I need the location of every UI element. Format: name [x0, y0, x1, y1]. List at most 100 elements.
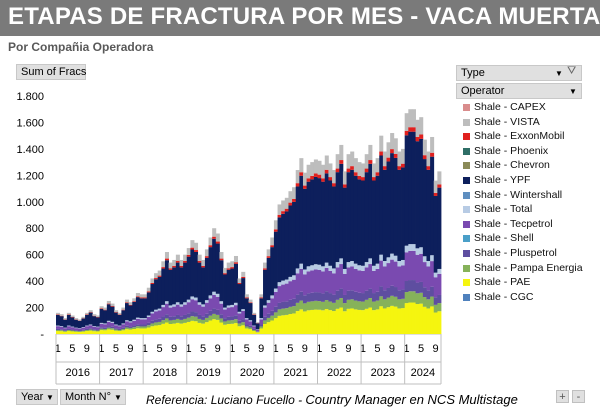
- bar-segment: [95, 315, 100, 317]
- bar-segment: [241, 271, 246, 277]
- bar-segment: [114, 310, 119, 313]
- bar-segment: [419, 117, 424, 135]
- bar-segment: [154, 322, 159, 326]
- bar-segment: [150, 284, 155, 312]
- bar-segment: [197, 304, 202, 315]
- bar-segment: [226, 307, 231, 317]
- bar-segment: [339, 264, 344, 289]
- bar-segment: [350, 299, 355, 309]
- bar-segment: [215, 293, 220, 297]
- bar-segment: [66, 314, 71, 326]
- bar-segment: [379, 286, 384, 297]
- bar-segment: [88, 329, 93, 331]
- bar-segment: [168, 320, 173, 324]
- bar-segment: [266, 257, 271, 301]
- bar-segment: [154, 278, 159, 280]
- bar-segment: [186, 256, 191, 300]
- bar-segment: [117, 331, 122, 334]
- bar-segment: [219, 303, 224, 315]
- bar-segment: [95, 329, 100, 331]
- bar-segment: [350, 261, 355, 267]
- bar-segment: [70, 331, 75, 334]
- bar-segment: [342, 273, 347, 295]
- bar-segment: [419, 303, 424, 334]
- bar-segment: [190, 311, 195, 317]
- bar-segment: [99, 328, 104, 331]
- bar-segment: [81, 316, 86, 319]
- bar-segment: [422, 306, 427, 334]
- bar-segment: [339, 163, 344, 259]
- x-year-tick-label: 2020: [240, 367, 264, 379]
- x-month-tick-label: 9: [84, 343, 90, 355]
- expand-button[interactable]: +: [556, 390, 569, 403]
- legend-swatch: [463, 250, 470, 257]
- reference-note: Referencia: Luciano Fucello - Country Ma…: [146, 392, 518, 407]
- bar-segment: [114, 330, 119, 334]
- bar-segment: [357, 162, 362, 176]
- bar-segment: [390, 153, 395, 254]
- bar-segment: [397, 308, 402, 334]
- bar-segment: [386, 161, 391, 258]
- bar-segment: [393, 296, 398, 307]
- bar-segment: [379, 151, 384, 156]
- bar-segment: [201, 267, 206, 305]
- bar-segment: [397, 266, 402, 291]
- bar-segment: [157, 321, 162, 326]
- values-field-button[interactable]: Sum of Fracs: [16, 64, 86, 80]
- bar-segment: [132, 301, 137, 320]
- x-month-tick-label: 5: [200, 343, 206, 355]
- bar-segment: [132, 301, 137, 302]
- bar-segment: [255, 322, 260, 324]
- bar-segment: [259, 297, 264, 299]
- bar-segment: [437, 273, 442, 295]
- bar-segment: [226, 262, 231, 269]
- bar-segment: [139, 324, 144, 327]
- bar-segment: [277, 204, 282, 215]
- bar-segment: [230, 316, 235, 321]
- bar-segment: [390, 305, 395, 334]
- bar-segment: [63, 328, 68, 331]
- bar-segment: [219, 301, 224, 304]
- y-tick-label: 1.800: [16, 91, 44, 103]
- bar-segment: [386, 142, 391, 158]
- bar-segment: [426, 299, 431, 309]
- bar-segment: [342, 184, 347, 188]
- bar-segment: [295, 186, 300, 269]
- bar-segment: [346, 290, 351, 300]
- month-field-button[interactable]: Month N° ▼: [60, 389, 126, 405]
- bar-segment: [263, 262, 268, 269]
- bar-segment: [77, 319, 82, 321]
- bar-segment: [77, 331, 82, 334]
- bar-segment: [277, 282, 282, 287]
- bar-segment: [430, 286, 435, 297]
- bar-segment: [419, 292, 424, 304]
- bar-segment: [70, 315, 75, 317]
- bar-segment: [288, 202, 293, 206]
- x-month-tick-label: 5: [156, 343, 162, 355]
- bar-segment: [168, 269, 173, 306]
- type-filter-button[interactable]: Type ▼ ⛛: [456, 65, 582, 81]
- bar-segment: [88, 310, 93, 313]
- collapse-button[interactable]: -: [572, 390, 585, 403]
- bar-segment: [110, 328, 115, 330]
- bar-segment: [194, 312, 199, 317]
- bar-segment: [426, 151, 431, 167]
- year-field-button[interactable]: Year ▼: [16, 389, 58, 405]
- operator-legend-button[interactable]: Operator ▼: [456, 83, 582, 99]
- bar-segment: [194, 250, 199, 252]
- bar-segment: [248, 302, 253, 304]
- bar-segment: [408, 109, 413, 128]
- bar-segment: [244, 318, 249, 320]
- bar-segment: [175, 304, 180, 315]
- bar-segment: [277, 309, 282, 316]
- year-field-label: Year: [21, 391, 44, 403]
- bar-segment: [128, 304, 133, 306]
- bar-segment: [219, 260, 224, 302]
- bar-segment: [281, 211, 286, 214]
- bar-segment: [386, 257, 391, 264]
- bar-segment: [183, 254, 188, 262]
- bar-segment: [375, 263, 380, 269]
- bar-segment: [346, 168, 351, 173]
- bar-segment: [143, 297, 148, 299]
- bar-segment: [186, 302, 191, 314]
